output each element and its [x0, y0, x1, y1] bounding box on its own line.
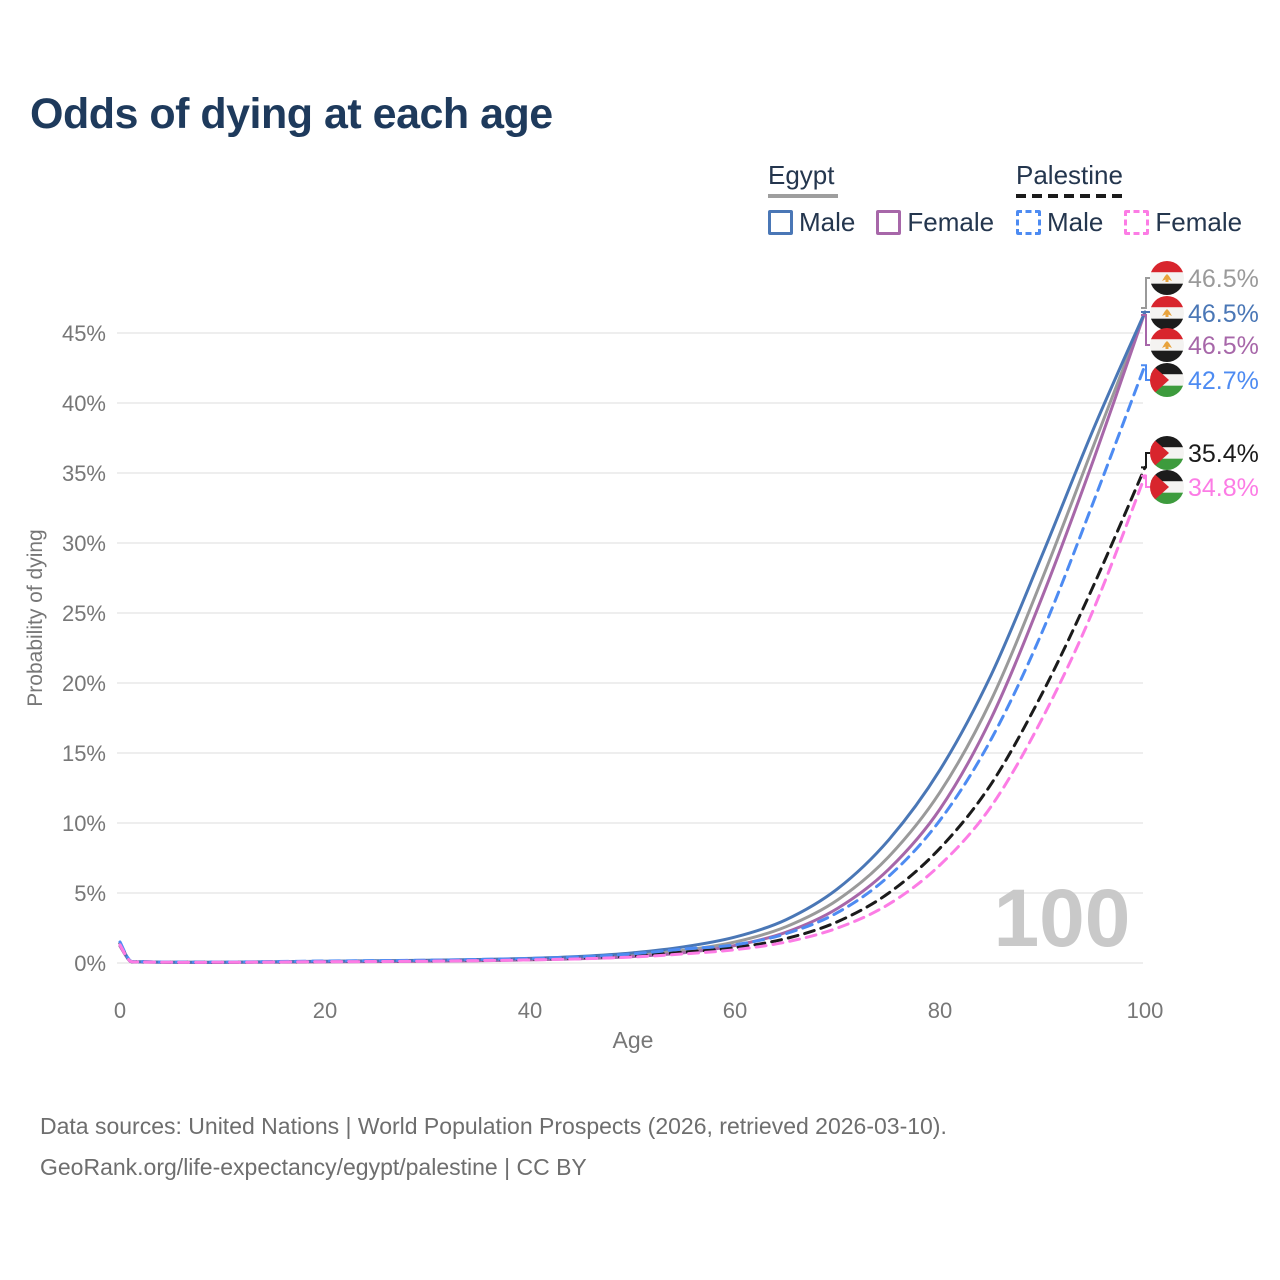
y-tick-label: 30%: [62, 531, 106, 556]
egypt-flag-icon: [1150, 261, 1184, 295]
y-tick-label: 25%: [62, 601, 106, 626]
legend-item-label: Female: [907, 207, 995, 237]
legend-swatch-icon: [768, 210, 793, 235]
x-tick-label: 0: [114, 998, 126, 1023]
footer-url-line: GeoRank.org/life-expectancy/egypt/palest…: [40, 1154, 587, 1180]
legend-item-egypt-female[interactable]: Female: [876, 207, 994, 238]
legend-item-palestine-male[interactable]: Male: [1016, 207, 1103, 238]
y-tick-label: 5%: [74, 881, 106, 906]
series-line-palestine-male: [118, 363, 1147, 964]
legend-item-palestine-female[interactable]: Female: [1124, 207, 1242, 238]
legend-group-egypt: Egypt Male Female: [768, 160, 994, 238]
palestine-flag-icon: [1150, 436, 1184, 470]
footer: Data sources: United Nations | World Pop…: [40, 1106, 947, 1188]
end-label-connector: [1141, 474, 1150, 488]
series-end-label-egypt-male: 46.5%: [1188, 300, 1259, 328]
legend-swatch-icon: [1016, 210, 1041, 235]
dashed-line-style-icon: [1016, 194, 1123, 198]
end-label-connector: [1141, 452, 1150, 469]
egypt-flag-icon: [1150, 296, 1184, 330]
series-end-label-egypt-both-sexes: 46.5%: [1188, 265, 1259, 293]
legend-item-label: Female: [1155, 207, 1243, 237]
x-tick-label: 40: [518, 998, 542, 1023]
x-tick-label: 60: [723, 998, 747, 1023]
y-axis-title: Probability of dying: [24, 529, 47, 706]
legend-group-label-palestine: Palestine: [1016, 160, 1123, 190]
end-label-connector: [1141, 364, 1150, 381]
legend-items-egypt: Male Female: [768, 207, 994, 238]
series-line-palestine-female: [118, 474, 1147, 964]
end-label-connector: [1141, 277, 1150, 309]
series-end-label-palestine-male: 42.7%: [1188, 367, 1259, 395]
palestine-flag-icon: [1150, 470, 1184, 504]
y-tick-label: 40%: [62, 391, 106, 416]
legend-item-egypt-male[interactable]: Male: [768, 207, 855, 238]
egypt-flag-icon: [1150, 328, 1184, 362]
series-end-label-palestine-female: 34.8%: [1188, 474, 1259, 502]
series-line-egypt-both-sexes: [118, 310, 1147, 964]
legend-group-palestine: Palestine Male Female: [1016, 160, 1242, 238]
y-tick-label: 0%: [74, 951, 106, 976]
y-tick-label: 45%: [62, 321, 106, 346]
y-tick-label: 20%: [62, 671, 106, 696]
legend-swatch-icon: [1124, 210, 1150, 235]
x-axis-title: Age: [613, 1027, 654, 1053]
series-end-label-egypt-female: 46.5%: [1188, 332, 1259, 360]
y-tick-label: 35%: [62, 461, 106, 486]
y-tick-label: 15%: [62, 741, 106, 766]
end-label-connector: [1141, 314, 1150, 346]
solid-line-style-icon: [768, 194, 838, 198]
legend-items-palestine: Male Female: [1016, 207, 1242, 238]
chart-title: Odds of dying at each age: [30, 90, 553, 138]
palestine-flag-icon: [1150, 363, 1184, 397]
legend-item-label: Male: [799, 207, 856, 237]
series-end-label-palestine-both-sexes: 35.4%: [1188, 440, 1259, 468]
y-tick-label: 10%: [62, 811, 106, 836]
x-tick-label: 20: [313, 998, 337, 1023]
legend-group-label-egypt: Egypt: [768, 160, 835, 190]
series-line-egypt-male: [118, 310, 1147, 964]
x-tick-label: 80: [928, 998, 952, 1023]
legend-item-label: Male: [1047, 207, 1104, 237]
x-tick-label: 100: [1127, 998, 1164, 1023]
age-watermark: 100: [994, 873, 1131, 964]
footer-source-line: Data sources: United Nations | World Pop…: [40, 1113, 947, 1139]
series-line-egypt-female: [118, 310, 1147, 964]
legend-swatch-icon: [876, 210, 902, 235]
